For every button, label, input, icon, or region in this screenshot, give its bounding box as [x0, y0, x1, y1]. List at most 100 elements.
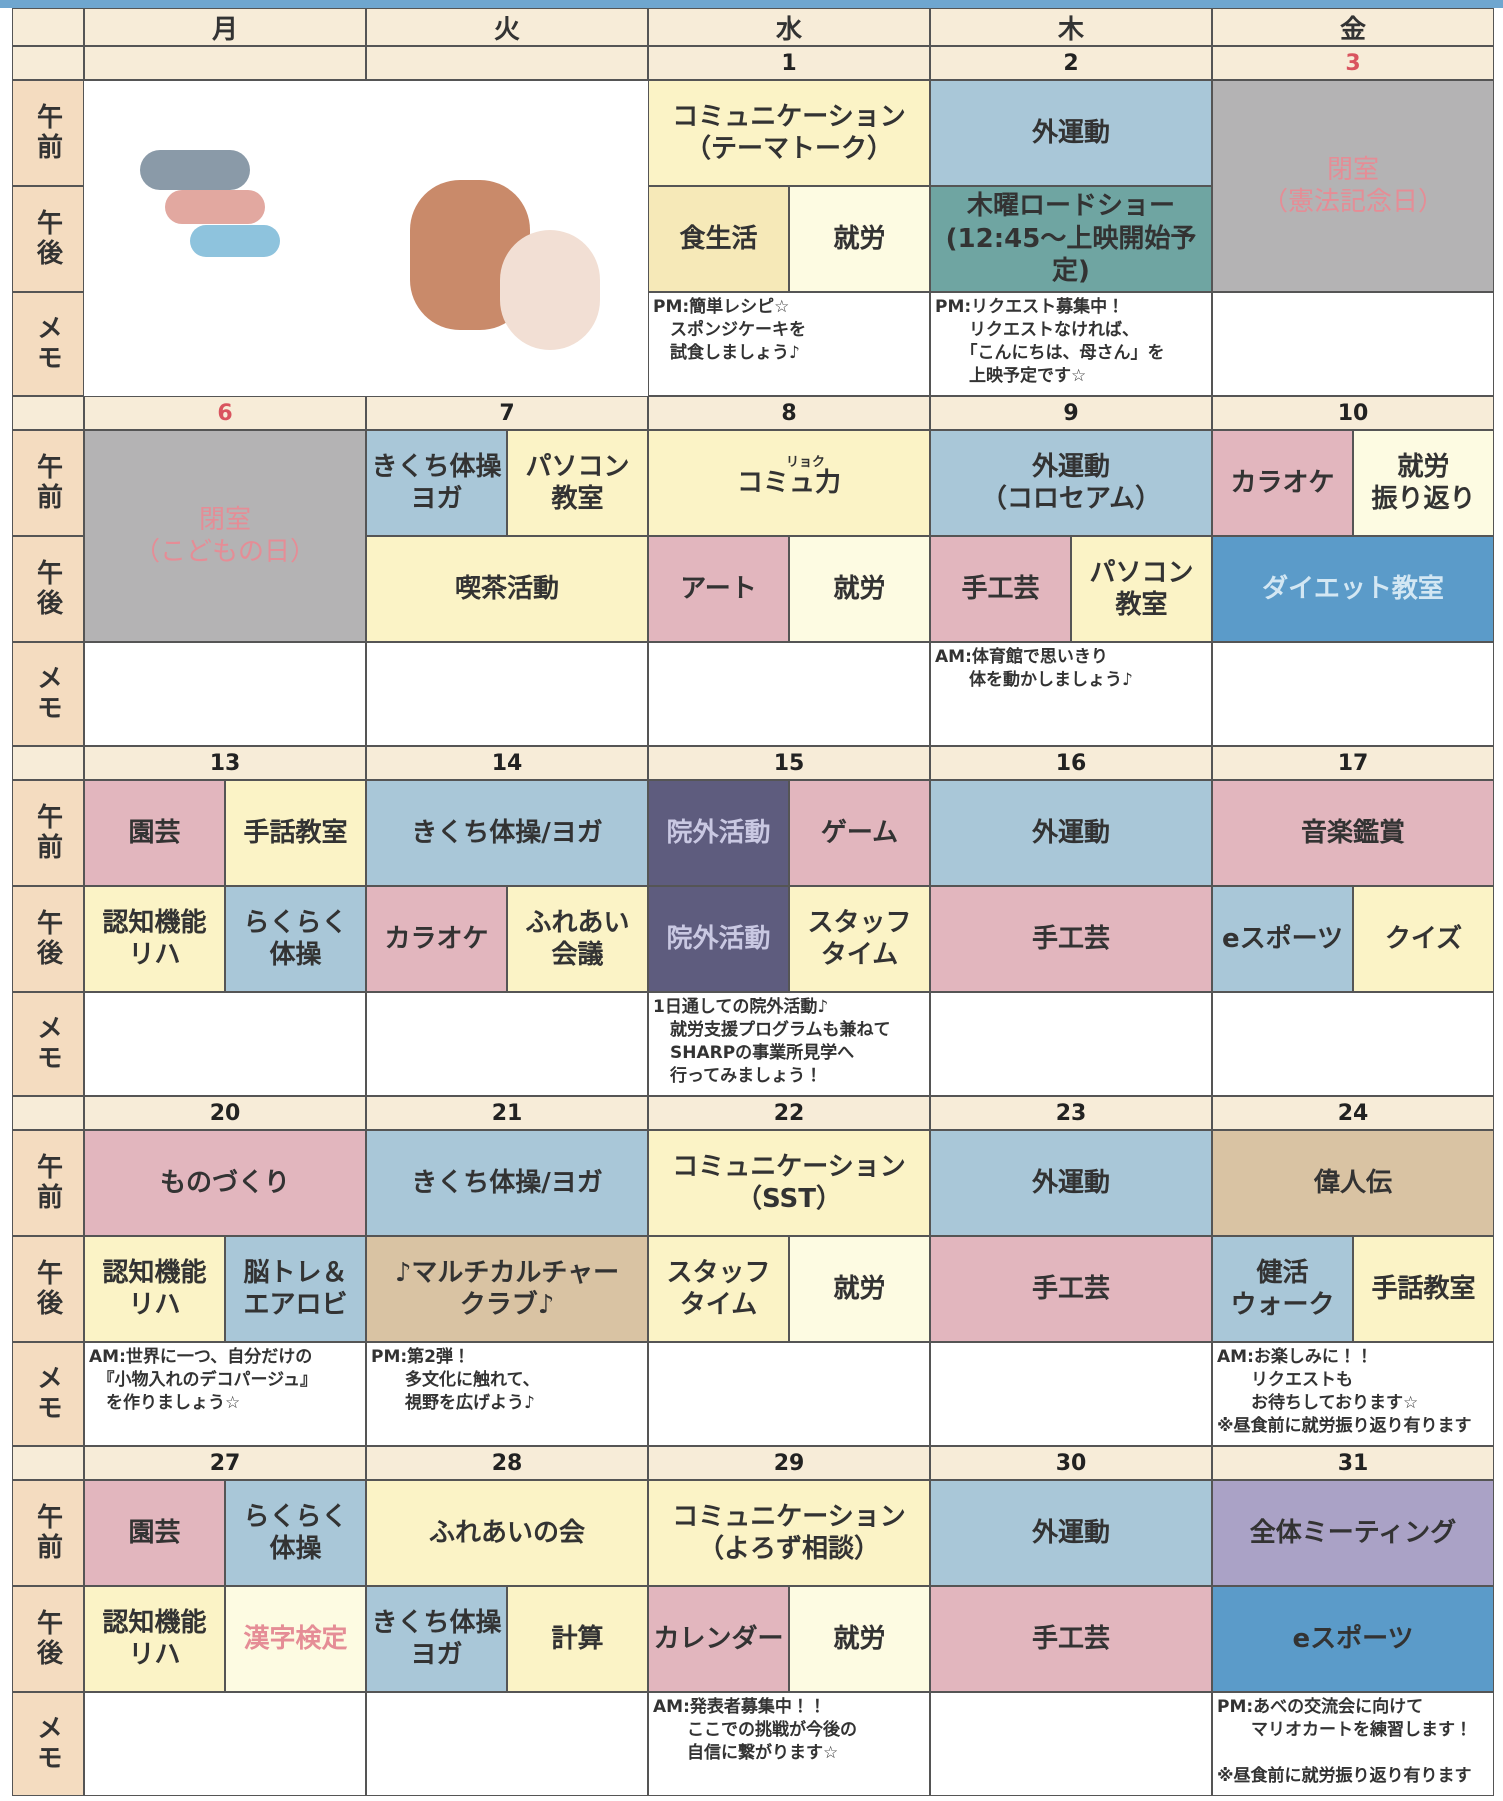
date: 8	[648, 396, 930, 430]
activity: クイズ	[1353, 886, 1494, 992]
activity: カラオケ	[366, 886, 507, 992]
row-label: メモ	[12, 642, 84, 746]
date: 29	[648, 1446, 930, 1480]
activity: 就労	[789, 1586, 930, 1692]
activity: コミュニケーション （SST）	[648, 1130, 930, 1236]
activity: 手工芸	[930, 1236, 1212, 1342]
memo	[648, 1342, 930, 1446]
date: 15	[648, 746, 930, 780]
activity: 認知機能 リハ	[84, 886, 225, 992]
activity: 全体ミーティング	[1212, 1480, 1494, 1586]
activity: きくち体操 ヨガ	[366, 430, 507, 536]
activity: カレンダー	[648, 1586, 789, 1692]
row-label: メモ	[12, 1692, 84, 1796]
activity: スタッフ タイム	[789, 886, 930, 992]
row-label: 午前	[12, 780, 84, 886]
activity: 食生活	[648, 186, 789, 292]
activity: 就労	[789, 1236, 930, 1342]
activity: 外運動	[930, 80, 1212, 186]
weekday-header: 水	[648, 8, 930, 46]
memo	[930, 1342, 1212, 1446]
memo: PM:第2弾！ 多文化に触れて、 視野を広げよう♪	[366, 1342, 648, 1446]
header-corner	[12, 8, 84, 46]
activity: 喫茶活動	[366, 536, 648, 642]
memo	[366, 642, 648, 746]
activity: コミュ力 リョク	[648, 430, 930, 536]
activity: 木曜ロードショー (12:45～上映開始予定)	[930, 186, 1212, 292]
date: 30	[930, 1446, 1212, 1480]
row-label: 午後	[12, 1586, 84, 1692]
activity: 認知機能 リハ	[84, 1236, 225, 1342]
activity: アート	[648, 536, 789, 642]
activity: コミュニケーション （よろず相談）	[648, 1480, 930, 1586]
activity: 手話教室	[225, 780, 366, 886]
activity: 健活 ウォーク	[1212, 1236, 1353, 1342]
activity: 就労	[789, 186, 930, 292]
date: 7	[366, 396, 648, 430]
row-label: 午後	[12, 536, 84, 642]
weekday-header: 金	[1212, 8, 1494, 46]
activity: 外運動	[930, 1480, 1212, 1586]
row-label: 午後	[12, 1236, 84, 1342]
memo: AM:世界に一つ、自分だけの 『小物入れのデコパージュ』 を作りましょう☆	[84, 1342, 366, 1446]
activity: 院外活動	[648, 886, 789, 992]
date: 22	[648, 1096, 930, 1130]
memo	[84, 992, 366, 1096]
date: 2	[930, 46, 1212, 80]
memo	[1212, 992, 1494, 1096]
activity: パソコン 教室	[507, 430, 648, 536]
ruby: リョク	[785, 455, 825, 470]
activity: らくらく 体操	[225, 1480, 366, 1586]
date-corner	[12, 396, 84, 430]
activity: らくらく 体操	[225, 886, 366, 992]
activity: パソコン 教室	[1071, 536, 1212, 642]
activity: 脳トレ＆ エアロビ	[225, 1236, 366, 1342]
row-label: 午後	[12, 186, 84, 292]
activity: コミュニケーション （テーマトーク）	[648, 80, 930, 186]
illustration	[190, 225, 280, 257]
date: 21	[366, 1096, 648, 1130]
activity: eスポーツ	[1212, 886, 1353, 992]
activity: 外運動	[930, 780, 1212, 886]
activity: スタッフ タイム	[648, 1236, 789, 1342]
memo: 1日通しての院外活動♪ 就労支援プログラムも兼ねて SHARPの事業所見学へ 行…	[648, 992, 930, 1096]
activity: 園芸	[84, 780, 225, 886]
illustration	[165, 190, 265, 224]
date-corner	[12, 1096, 84, 1130]
weekday-header: 火	[366, 8, 648, 46]
activity: 計算	[507, 1586, 648, 1692]
activity: 就労 振り返り	[1353, 430, 1494, 536]
activity: 就労	[789, 536, 930, 642]
memo: AM:発表者募集中！！ ここでの挑戦が今後の 自信に繋がります☆	[648, 1692, 930, 1796]
activity: カラオケ	[1212, 430, 1353, 536]
activity: ゲーム	[789, 780, 930, 886]
activity: ふれあい 会議	[507, 886, 648, 992]
memo	[366, 992, 648, 1096]
date: 9	[930, 396, 1212, 430]
memo: AM:体育館で思いきり 体を動かしましょう♪	[930, 642, 1212, 746]
date: 16	[930, 746, 1212, 780]
activity: 外運動	[930, 1130, 1212, 1236]
date	[84, 46, 366, 80]
date-corner	[12, 746, 84, 780]
activity: ものづくり	[84, 1130, 366, 1236]
activity: eスポーツ	[1212, 1586, 1494, 1692]
date-corner	[12, 46, 84, 80]
row-label: 午前	[12, 80, 84, 186]
date: 24	[1212, 1096, 1494, 1130]
date: 6	[84, 396, 366, 430]
date: 23	[930, 1096, 1212, 1130]
activity: 偉人伝	[1212, 1130, 1494, 1236]
date: 20	[84, 1096, 366, 1130]
row-label: メモ	[12, 292, 84, 396]
activity: 手工芸	[930, 536, 1071, 642]
row-label: 午前	[12, 1480, 84, 1586]
closed-cell: 閉室 （こどもの日）	[84, 430, 366, 642]
activity: きくち体操 ヨガ	[366, 1586, 507, 1692]
row-label: 午前	[12, 430, 84, 536]
activity: 手工芸	[930, 1586, 1212, 1692]
date-corner	[12, 1446, 84, 1480]
activity: ダイエット教室	[1212, 536, 1494, 642]
activity: 音楽鑑賞	[1212, 780, 1494, 886]
